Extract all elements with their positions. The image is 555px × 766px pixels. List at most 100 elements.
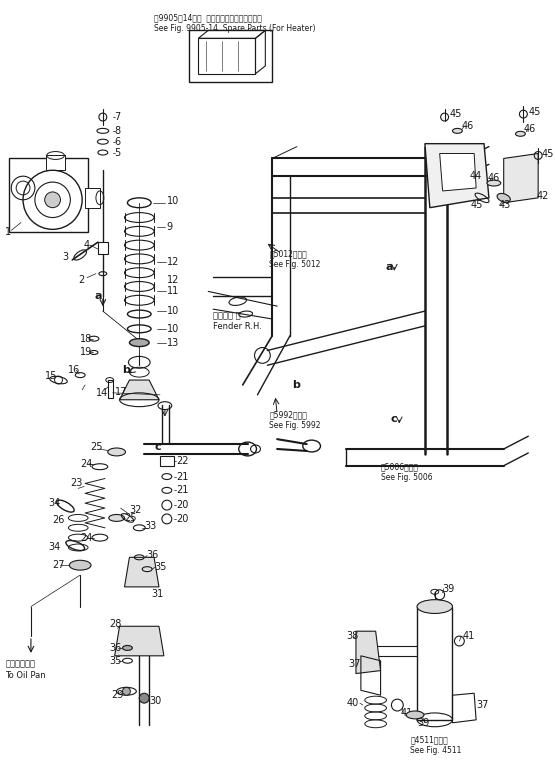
Ellipse shape: [69, 560, 91, 570]
Text: 27: 27: [53, 560, 65, 570]
Text: 24: 24: [80, 459, 93, 469]
Text: 33: 33: [144, 521, 157, 531]
Ellipse shape: [109, 515, 124, 522]
Text: 37: 37: [476, 700, 488, 710]
Polygon shape: [124, 558, 159, 587]
Text: 44: 44: [469, 171, 482, 182]
Text: 10: 10: [167, 196, 179, 206]
Text: 34: 34: [49, 498, 61, 508]
Text: 25: 25: [90, 442, 103, 452]
Text: オイルパンへ: オイルパンへ: [6, 660, 36, 668]
Text: 20: 20: [176, 514, 189, 524]
Text: a: a: [95, 291, 103, 301]
Text: 21: 21: [176, 486, 189, 496]
Text: To Oil Pan: To Oil Pan: [6, 671, 46, 680]
Bar: [98, 242, 108, 254]
Polygon shape: [356, 631, 381, 673]
Text: 29: 29: [112, 690, 124, 700]
Circle shape: [123, 687, 130, 696]
Text: 第9905図14参照  スペアパーツ（ヒータ用）: 第9905図14参照 スペアパーツ（ヒータ用）: [154, 14, 262, 23]
Bar: [108, 380, 113, 398]
Text: See Fig. 4511: See Fig. 4511: [410, 746, 462, 755]
Text: 2: 2: [78, 274, 84, 285]
Text: 第5006図参照: 第5006図参照: [381, 462, 418, 471]
Text: 第4511図参照: 第4511図参照: [410, 735, 448, 744]
Text: 38: 38: [346, 631, 359, 641]
Text: 45: 45: [450, 109, 462, 119]
Bar: [417, 607, 452, 720]
Text: 24: 24: [80, 532, 93, 542]
Polygon shape: [115, 627, 164, 656]
Text: 13: 13: [167, 338, 179, 348]
Polygon shape: [440, 153, 476, 191]
Polygon shape: [119, 380, 159, 400]
Ellipse shape: [487, 180, 501, 186]
Ellipse shape: [406, 711, 424, 719]
Text: 40: 40: [346, 698, 359, 708]
Text: See Fig. 5992: See Fig. 5992: [269, 421, 321, 430]
Text: 45: 45: [541, 149, 553, 159]
Bar: [160, 456, 174, 466]
Text: 36: 36: [110, 643, 122, 653]
Text: 36: 36: [146, 550, 158, 561]
Text: 42: 42: [536, 191, 548, 201]
Text: 25: 25: [124, 513, 137, 523]
Text: 11: 11: [167, 286, 179, 296]
Text: 21: 21: [176, 472, 189, 482]
Text: 28: 28: [110, 619, 122, 630]
Text: 26: 26: [53, 515, 65, 525]
Text: 46: 46: [488, 173, 500, 183]
Bar: [85, 188, 100, 208]
Ellipse shape: [108, 448, 125, 456]
Text: b: b: [292, 380, 300, 390]
Text: 16: 16: [68, 365, 80, 375]
Text: 17: 17: [115, 387, 127, 397]
Bar: [189, 31, 273, 82]
Text: 22: 22: [176, 456, 189, 466]
Text: 41: 41: [400, 708, 412, 718]
Text: 35: 35: [110, 656, 122, 666]
Text: 35: 35: [154, 562, 166, 572]
Text: 7: 7: [115, 112, 121, 122]
Text: 30: 30: [149, 696, 162, 706]
Ellipse shape: [123, 646, 133, 650]
Ellipse shape: [452, 129, 462, 133]
Text: 12: 12: [167, 274, 179, 285]
Text: c: c: [390, 414, 397, 424]
Ellipse shape: [417, 600, 452, 614]
Bar: [46, 155, 65, 170]
Text: 46: 46: [523, 124, 536, 134]
Text: 15: 15: [45, 371, 57, 381]
Text: 第5012図参照: 第5012図参照: [269, 250, 307, 258]
Text: 18: 18: [80, 334, 93, 344]
Text: See Fig. 9905-14  Spare Parts (For Heater): See Fig. 9905-14 Spare Parts (For Heater…: [154, 24, 316, 32]
Text: 3: 3: [63, 252, 69, 262]
Text: 4: 4: [83, 240, 89, 250]
Text: 19: 19: [80, 348, 93, 358]
Text: c: c: [154, 442, 161, 452]
Text: 39: 39: [417, 718, 429, 728]
Circle shape: [139, 693, 149, 703]
Text: Fender R.H.: Fender R.H.: [213, 322, 262, 332]
Text: 5: 5: [115, 148, 121, 158]
Bar: [198, 38, 255, 74]
Text: 46: 46: [461, 121, 473, 131]
Text: 32: 32: [129, 505, 142, 515]
Text: See Fig. 5012: See Fig. 5012: [269, 260, 321, 270]
Text: 14: 14: [96, 388, 108, 398]
Text: See Fig. 5006: See Fig. 5006: [381, 473, 432, 482]
Text: 6: 6: [115, 136, 121, 147]
Text: 45: 45: [470, 200, 483, 210]
Polygon shape: [504, 153, 538, 203]
Text: 1: 1: [6, 228, 12, 237]
Text: 31: 31: [151, 589, 163, 599]
Text: 第5992図参照: 第5992図参照: [269, 410, 307, 419]
Text: 37: 37: [348, 659, 360, 669]
Text: 12: 12: [167, 257, 179, 267]
Text: 8: 8: [115, 126, 121, 136]
Ellipse shape: [129, 339, 149, 346]
Ellipse shape: [497, 194, 510, 202]
Text: 10: 10: [167, 306, 179, 316]
Text: a: a: [386, 262, 393, 272]
Text: 23: 23: [70, 479, 83, 489]
